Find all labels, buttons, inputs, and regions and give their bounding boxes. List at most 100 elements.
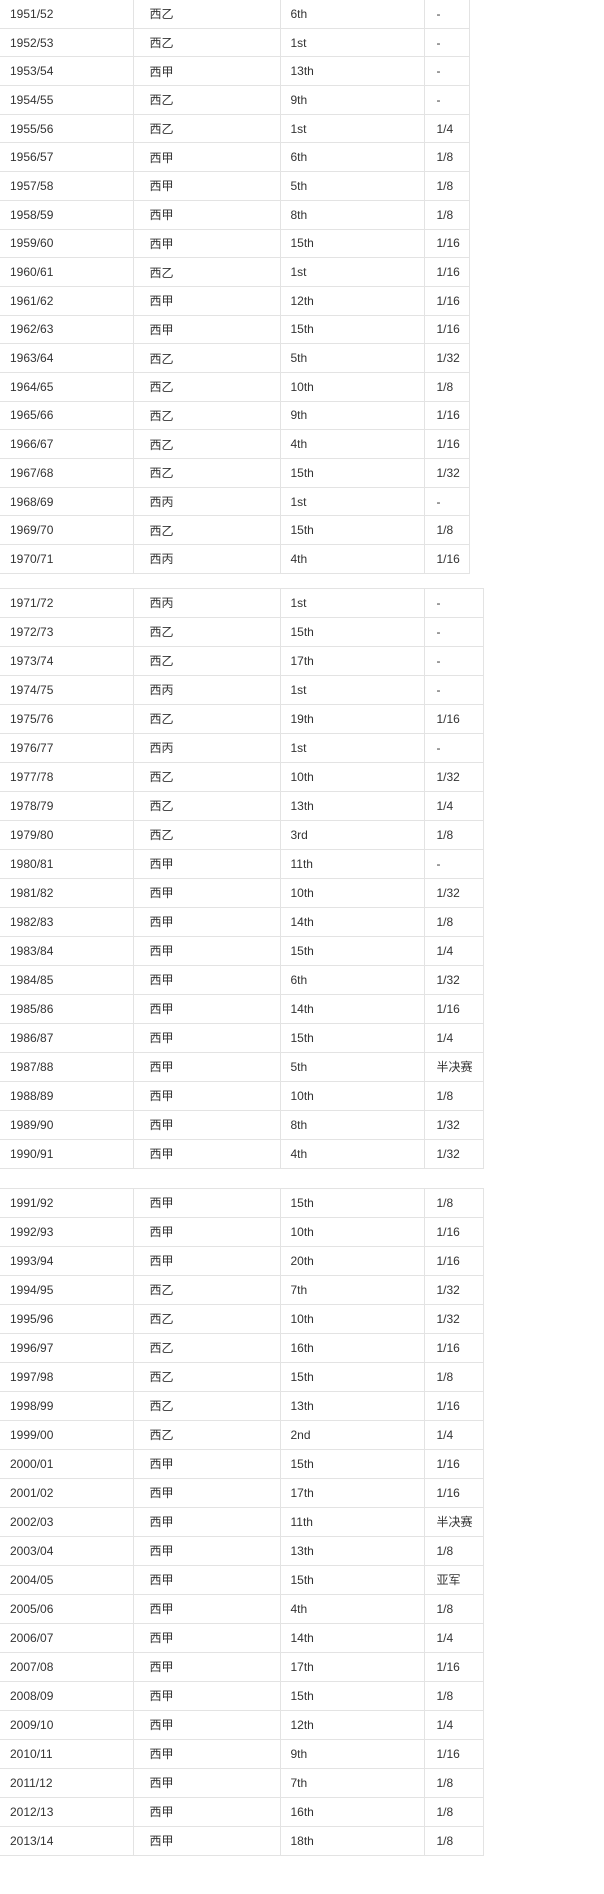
cup-cell: 1/16	[424, 1448, 484, 1479]
division-cell: 西乙	[133, 400, 281, 431]
cup-cell: 1/4	[424, 1419, 484, 1450]
position-cell: 12th	[280, 285, 425, 316]
season-cell: 2004/05	[0, 1564, 134, 1595]
season-cell: 1989/90	[0, 1109, 134, 1140]
cup-cell: 1/8	[424, 906, 484, 937]
table-row: 1987/88 西甲 5th 半决赛	[0, 1051, 484, 1082]
cup-cell: 1/16	[424, 285, 470, 316]
table-row: 1959/60 西甲 15th 1/16	[0, 228, 470, 259]
division-cell: 西乙	[133, 761, 281, 792]
cup-cell: -	[424, 674, 484, 705]
division-cell: 西甲	[133, 1680, 281, 1711]
table-row: 1976/77 西丙 1st -	[0, 732, 484, 763]
cup-cell: 半决赛	[424, 1051, 484, 1082]
position-cell: 14th	[280, 906, 425, 937]
position-cell: 4th	[280, 429, 425, 459]
season-cell: 1965/66	[0, 400, 134, 431]
position-cell: 15th	[280, 1448, 425, 1479]
division-cell: 西甲	[133, 993, 281, 1024]
table-row: 1967/68 西乙 15th 1/32	[0, 458, 470, 488]
position-cell: 1st	[280, 732, 425, 763]
cup-cell: 1/8	[424, 819, 484, 850]
table-row: 2012/13 西甲 16th 1/8	[0, 1796, 484, 1827]
division-cell: 西乙	[133, 429, 281, 459]
table-row: 1984/85 西甲 6th 1/32	[0, 964, 484, 995]
division-cell: 西甲	[133, 1564, 281, 1595]
table-row: 1972/73 西乙 15th -	[0, 616, 484, 647]
season-cell: 1957/58	[0, 171, 134, 201]
cup-cell: 1/8	[424, 515, 470, 546]
season-cell: 2007/08	[0, 1651, 134, 1682]
division-cell: 西甲	[133, 1825, 281, 1856]
table-row: 1995/96 西乙 10th 1/32	[0, 1303, 484, 1334]
table-row: 1965/66 西乙 9th 1/16	[0, 400, 470, 431]
cup-cell: 1/16	[424, 544, 470, 574]
position-cell: 11th	[280, 848, 425, 879]
table-row: 2001/02 西甲 17th 1/16	[0, 1477, 484, 1508]
season-cell: 1990/91	[0, 1138, 134, 1169]
position-cell: 10th	[280, 371, 425, 402]
division-cell: 西乙	[133, 1390, 281, 1421]
season-cell: 2005/06	[0, 1593, 134, 1624]
season-cell: 1966/67	[0, 429, 134, 459]
season-cell: 1999/00	[0, 1419, 134, 1450]
position-cell: 6th	[280, 964, 425, 995]
position-cell: 8th	[280, 1109, 425, 1140]
cup-cell: 1/16	[424, 429, 470, 459]
cup-cell: 1/32	[424, 1274, 484, 1305]
season-cell: 1960/61	[0, 257, 134, 287]
cup-cell: 1/32	[424, 1303, 484, 1334]
cup-cell: 1/4	[424, 1709, 484, 1740]
season-cell: 1981/82	[0, 877, 134, 908]
position-cell: 18th	[280, 1825, 425, 1856]
division-cell: 西甲	[133, 1767, 281, 1798]
cup-cell: -	[424, 27, 470, 58]
division-cell: 西丙	[133, 674, 281, 705]
cup-cell: 1/4	[424, 790, 484, 821]
cup-cell: 1/8	[424, 1187, 484, 1218]
cup-cell: 1/8	[424, 199, 470, 230]
position-cell: 1st	[280, 113, 425, 144]
position-cell: 4th	[280, 1138, 425, 1169]
cup-cell: 1/4	[424, 113, 470, 144]
division-cell: 西乙	[133, 515, 281, 546]
table-row: 1961/62 西甲 12th 1/16	[0, 285, 470, 316]
division-cell: 西丙	[133, 544, 281, 574]
cup-cell: 1/8	[424, 1796, 484, 1827]
season-history-table-1971-1991: 1971/72 西丙 1st -1972/73 西乙 15th -1973/74 西乙 17th…	[0, 587, 484, 1169]
division-cell: 西甲	[133, 1651, 281, 1682]
table-row: 1992/93 西甲 10th 1/16	[0, 1216, 484, 1247]
division-cell: 西乙	[133, 27, 281, 58]
table-row: 2009/10 西甲 12th 1/4	[0, 1709, 484, 1740]
cup-cell: 1/4	[424, 1022, 484, 1053]
position-cell: 12th	[280, 1709, 425, 1740]
table-row: 1951/52 西乙 6th -	[0, 0, 470, 29]
cup-cell: 半决赛	[424, 1506, 484, 1537]
position-cell: 1st	[280, 674, 425, 705]
cup-cell: 1/8	[424, 1767, 484, 1798]
position-cell: 15th	[280, 1361, 425, 1392]
position-cell: 20th	[280, 1245, 425, 1276]
division-cell: 西甲	[133, 1216, 281, 1247]
season-cell: 1961/62	[0, 285, 134, 316]
position-cell: 9th	[280, 1738, 425, 1769]
position-cell: 17th	[280, 1477, 425, 1508]
position-cell: 4th	[280, 544, 425, 574]
season-cell: 2008/09	[0, 1680, 134, 1711]
division-cell: 西丙	[133, 732, 281, 763]
division-cell: 西甲	[133, 1709, 281, 1740]
table-row: 1979/80 西乙 3rd 1/8	[0, 819, 484, 850]
position-cell: 14th	[280, 1622, 425, 1653]
position-cell: 1st	[280, 27, 425, 58]
position-cell: 10th	[280, 877, 425, 908]
season-cell: 1958/59	[0, 199, 134, 230]
cup-cell: 1/16	[424, 993, 484, 1024]
position-cell: 7th	[280, 1767, 425, 1798]
season-cell: 1959/60	[0, 228, 134, 259]
season-cell: 1987/88	[0, 1051, 134, 1082]
table-row: 1997/98 西乙 15th 1/8	[0, 1361, 484, 1392]
position-cell: 16th	[280, 1796, 425, 1827]
position-cell: 3rd	[280, 819, 425, 850]
position-cell: 2nd	[280, 1419, 425, 1450]
cup-cell: -	[424, 0, 470, 29]
